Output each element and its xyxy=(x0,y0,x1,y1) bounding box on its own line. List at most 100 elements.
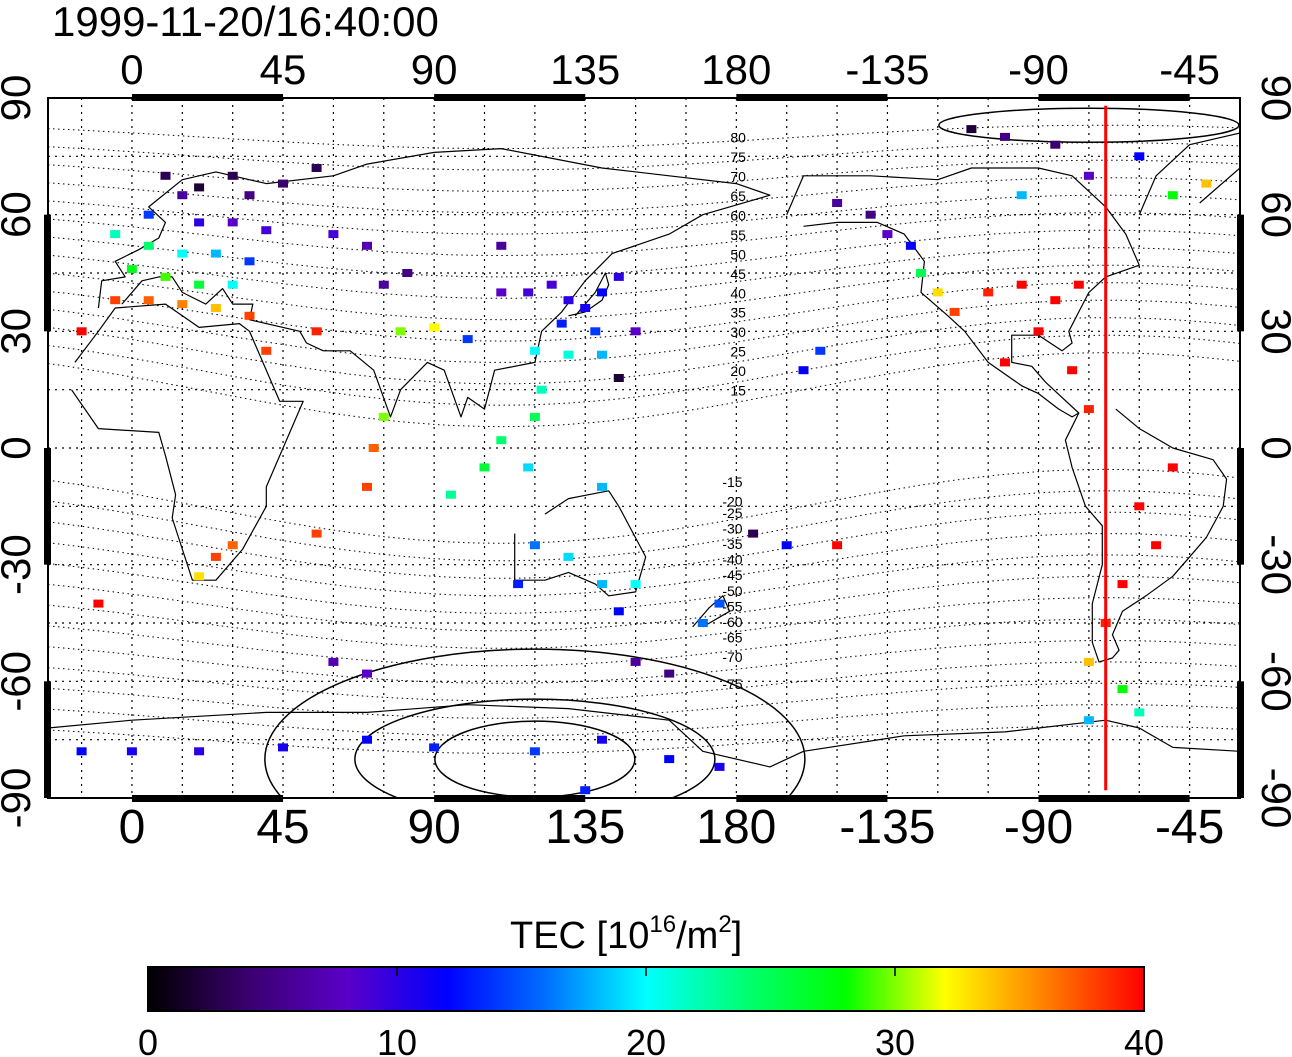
coastline xyxy=(1138,132,1240,215)
tec-data-point xyxy=(523,288,534,297)
colorbar-label-sup1: 16 xyxy=(649,911,676,938)
frame-bar xyxy=(1237,681,1244,798)
colorbar-ticks: 0 10 20 30 40 xyxy=(138,967,1164,1057)
tec-data-point xyxy=(110,296,121,305)
tec-data-point xyxy=(580,786,591,795)
tec-data-point xyxy=(613,607,624,616)
colorbar-label-mid: /m xyxy=(676,915,718,957)
tec-data-point xyxy=(664,669,675,678)
tec-data-point xyxy=(328,657,339,666)
tec-data-point xyxy=(1134,152,1145,161)
tec-data-point xyxy=(714,762,725,771)
tec-data-point xyxy=(479,463,490,472)
tec-data-point xyxy=(1117,580,1128,589)
lat-tick-right: 0 xyxy=(1253,436,1292,459)
tec-data-point xyxy=(563,296,574,305)
tec-data-point xyxy=(815,346,826,355)
contour-label: -25 xyxy=(722,505,742,521)
tec-data-point xyxy=(177,249,188,258)
contour-label: 15 xyxy=(730,383,746,399)
contour-label: -30 xyxy=(722,521,742,537)
tec-data-point xyxy=(194,218,205,227)
contour-label: -35 xyxy=(722,536,742,552)
tec-data-point xyxy=(429,323,440,332)
tec-data-point xyxy=(1083,716,1094,725)
lat-tick-left: 0 xyxy=(0,436,39,459)
tec-data-point xyxy=(1073,280,1084,289)
tec-data-point xyxy=(496,288,507,297)
tec-data-point xyxy=(916,269,926,277)
tec-data-point xyxy=(523,463,534,472)
contour-label: 40 xyxy=(730,285,746,301)
magnetic-contour xyxy=(48,554,1240,614)
tec-data-point xyxy=(613,374,624,382)
colorbar-tick-label: 40 xyxy=(1124,1022,1164,1057)
tec-data-point xyxy=(1016,191,1027,200)
tec-data-point xyxy=(529,412,540,421)
coastline xyxy=(97,148,771,418)
magnetic-contour xyxy=(48,468,1240,544)
tec-data-point xyxy=(546,280,557,289)
tec-data-point xyxy=(210,304,221,312)
lat-tick-right: 60 xyxy=(1253,191,1292,238)
magnetic-contour xyxy=(48,299,1240,363)
lat-tick-left: -90 xyxy=(0,768,39,829)
magnetic-contour xyxy=(48,317,1240,385)
magnetic-contour xyxy=(48,597,1240,649)
tec-data-point xyxy=(1050,140,1061,149)
tec-data-point xyxy=(496,436,507,445)
lon-tick-bottom: 135 xyxy=(545,801,625,854)
contour-label: 55 xyxy=(730,227,746,243)
magnetic-contour xyxy=(48,533,1240,597)
tec-data-point xyxy=(126,265,137,274)
tec-data-point xyxy=(1134,708,1145,717)
magnetic-contour xyxy=(48,704,1240,737)
lon-tick-bottom: 0 xyxy=(119,801,146,854)
tec-data-point xyxy=(664,755,675,764)
tec-data-point xyxy=(496,241,507,250)
lat-tick-right: 90 xyxy=(1253,75,1292,122)
tec-data-point xyxy=(76,327,87,336)
tec-data-point xyxy=(194,183,205,192)
longitude-axis-bottom: 0 45 90 135 180 -135 -90 -45 xyxy=(119,801,1225,854)
tec-data-point xyxy=(445,490,456,499)
frame-bar xyxy=(1237,214,1244,332)
frame-tick-bars xyxy=(44,94,1244,802)
coastline xyxy=(692,595,731,628)
tec-data-point xyxy=(143,210,154,219)
lon-tick-top: 135 xyxy=(550,46,620,93)
contour-label: -15 xyxy=(722,474,742,490)
tec-data-point xyxy=(1000,358,1010,367)
tec-data-point xyxy=(395,327,406,336)
tec-data-point xyxy=(798,366,809,375)
lat-tick-left: 30 xyxy=(0,308,39,355)
frame-bar xyxy=(1038,94,1190,101)
tec-data-point xyxy=(143,241,154,250)
tec-data-point xyxy=(362,482,372,491)
tec-data-point xyxy=(177,191,188,200)
contour-label: 20 xyxy=(730,363,746,379)
frame-bar xyxy=(1038,795,1190,802)
tec-data-point xyxy=(865,210,876,219)
colorbar: TEC [1016/m2] 0 10 20 30 40 xyxy=(138,911,1164,1057)
tec-data-point xyxy=(210,552,221,561)
tec-data-point xyxy=(630,580,641,589)
tec-data-point xyxy=(378,412,389,421)
frame-bar xyxy=(44,681,51,798)
colorbar-label-end: ] xyxy=(732,915,743,957)
contour-label: -45 xyxy=(722,567,742,583)
lon-tick-bottom: 90 xyxy=(407,801,460,854)
magnetic-contour xyxy=(48,177,1240,214)
lat-tick-right: 30 xyxy=(1253,308,1292,355)
contour-label: 25 xyxy=(730,344,746,360)
frame-bar xyxy=(434,795,586,802)
lat-tick-left: -30 xyxy=(0,534,39,595)
tec-data-point xyxy=(368,444,379,452)
tec-data-point xyxy=(194,572,205,581)
tec-data-point xyxy=(630,327,641,336)
tec-data-point xyxy=(362,241,372,250)
contour-label: 50 xyxy=(730,246,746,262)
lat-tick-right: -60 xyxy=(1253,651,1292,712)
tec-data-point xyxy=(697,619,708,627)
tec-data-point xyxy=(529,346,540,355)
